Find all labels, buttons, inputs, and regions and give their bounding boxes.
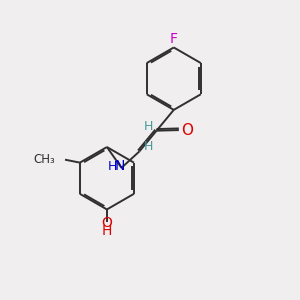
Text: N: N	[115, 159, 125, 173]
Text: F: F	[170, 32, 178, 46]
Text: H: H	[102, 224, 112, 238]
Text: H: H	[143, 140, 153, 153]
Text: O: O	[101, 215, 112, 230]
Text: O: O	[181, 123, 193, 138]
Text: H: H	[143, 120, 153, 133]
Text: H: H	[107, 160, 117, 173]
Text: CH₃: CH₃	[34, 153, 56, 166]
